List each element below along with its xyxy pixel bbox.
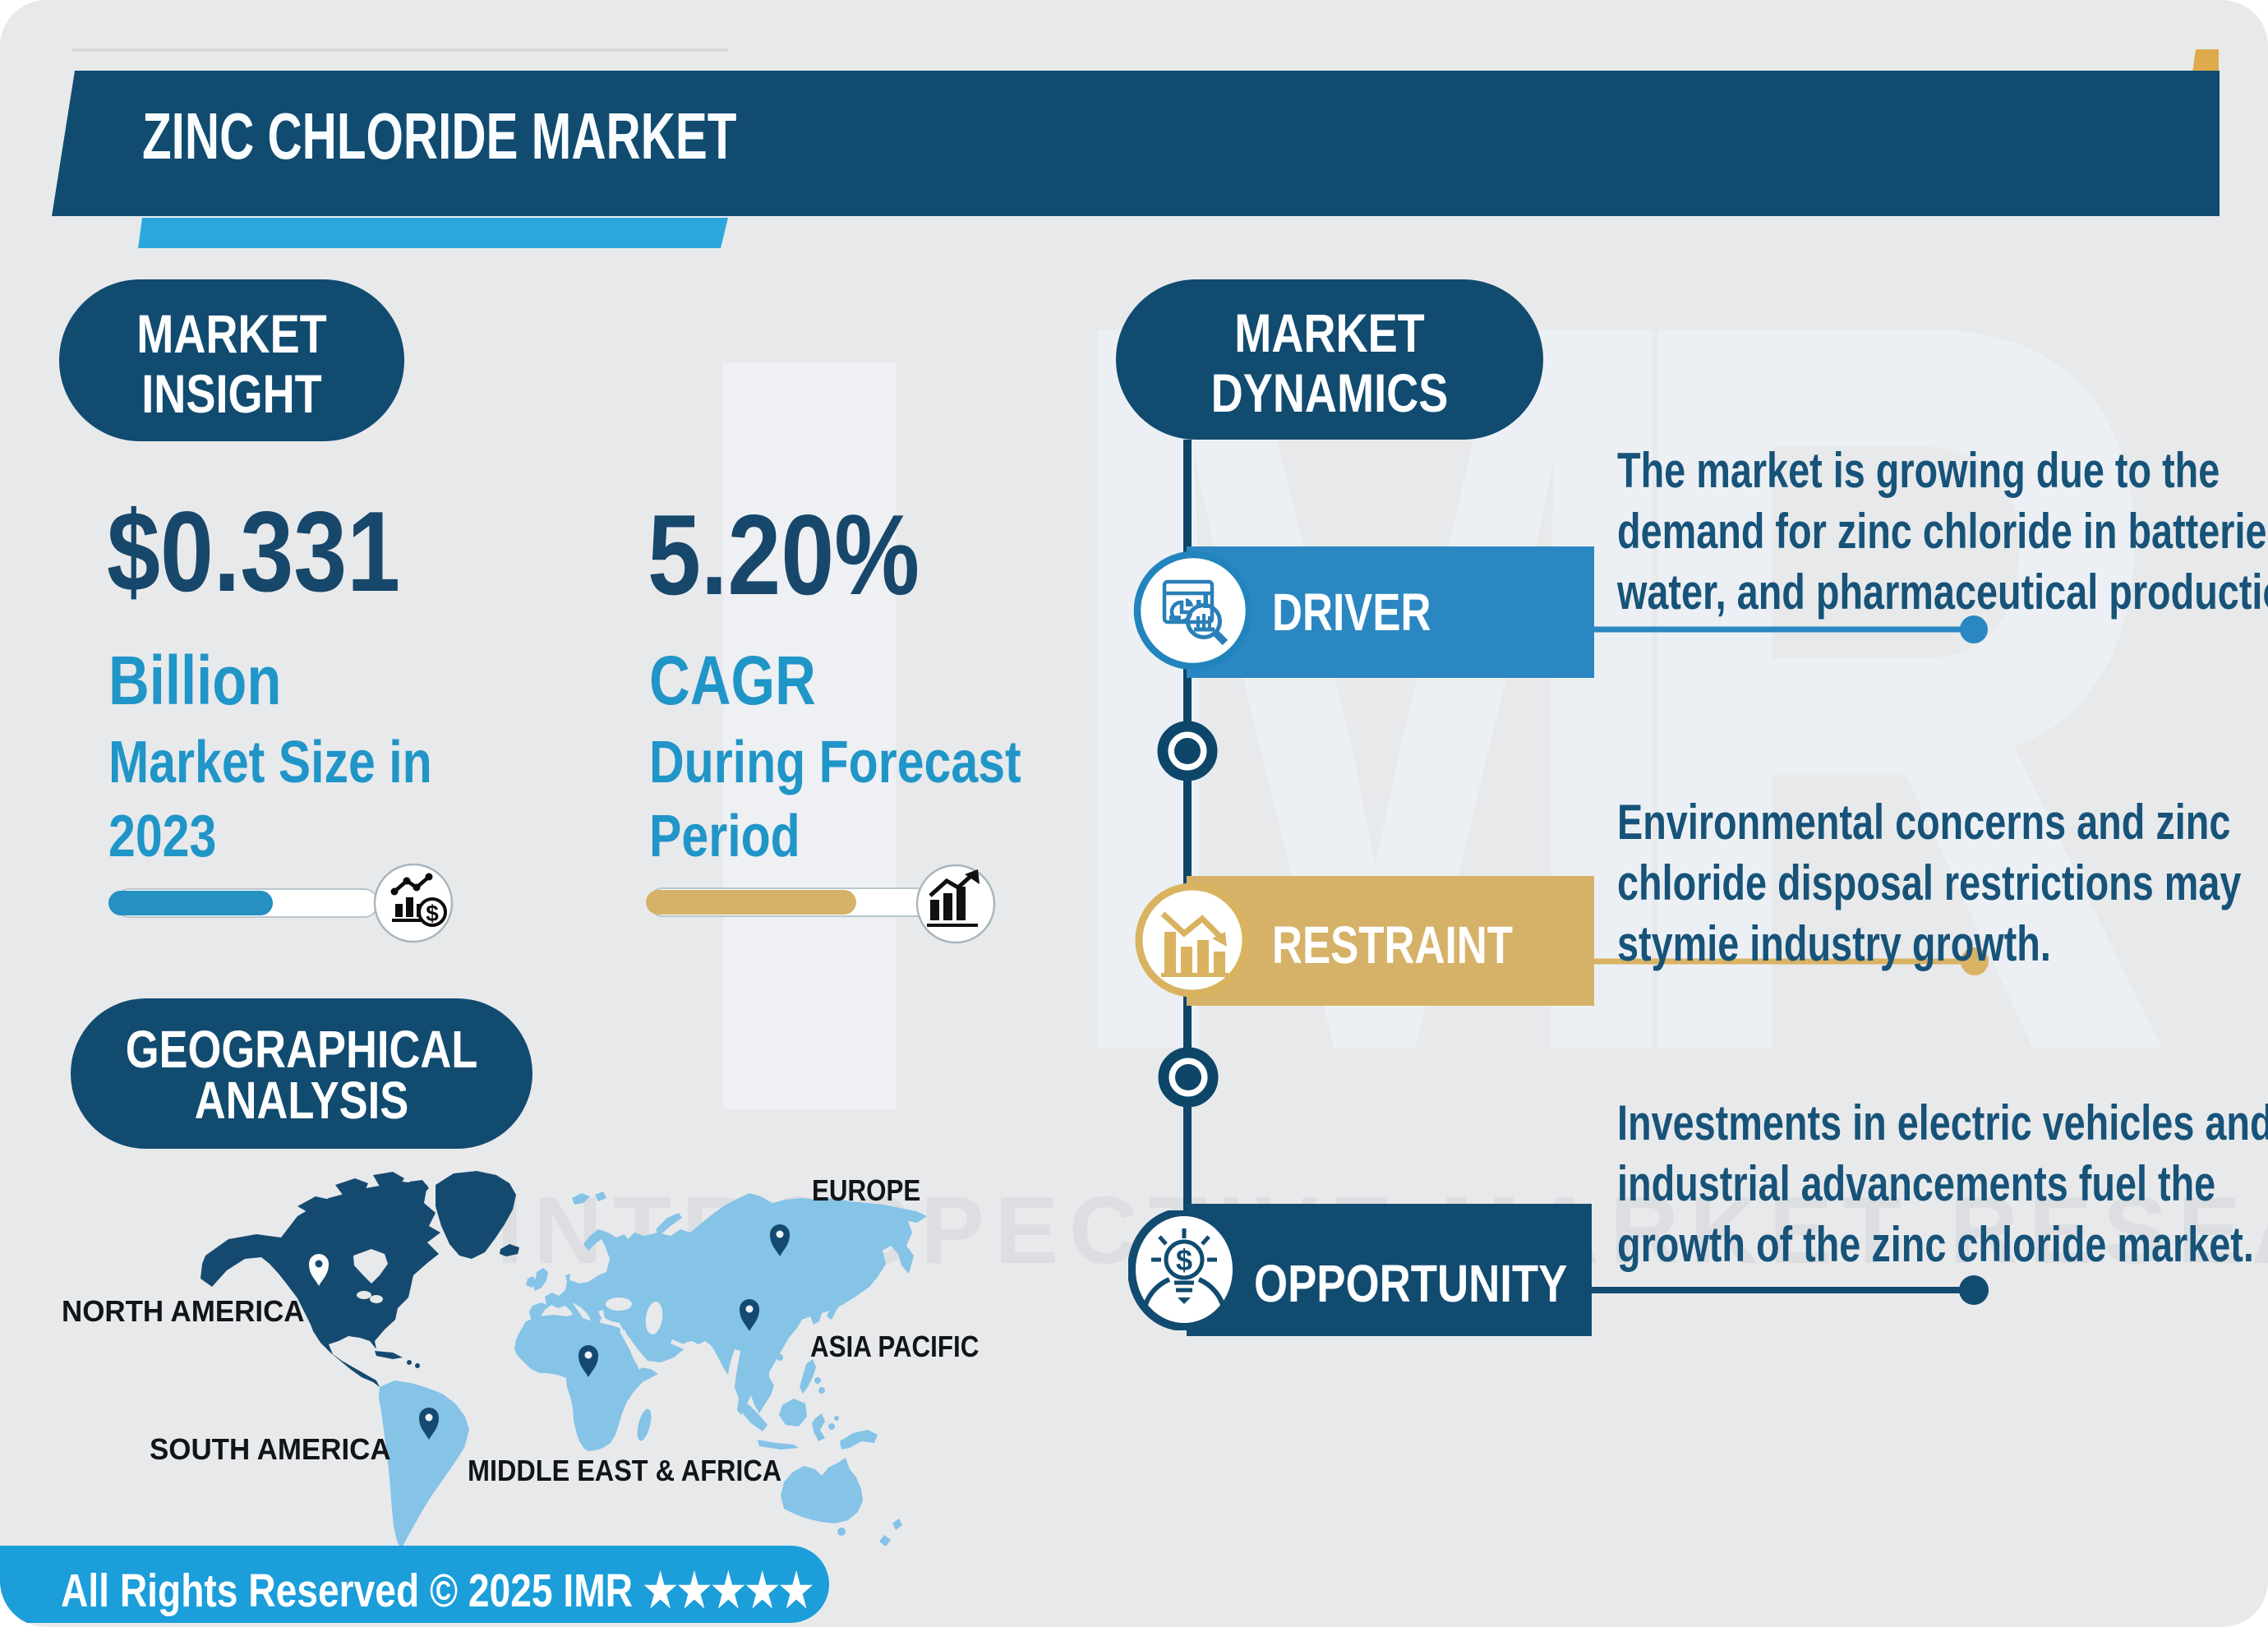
svg-text:$: $ — [426, 901, 439, 926]
svg-text:$: $ — [1176, 1243, 1192, 1277]
